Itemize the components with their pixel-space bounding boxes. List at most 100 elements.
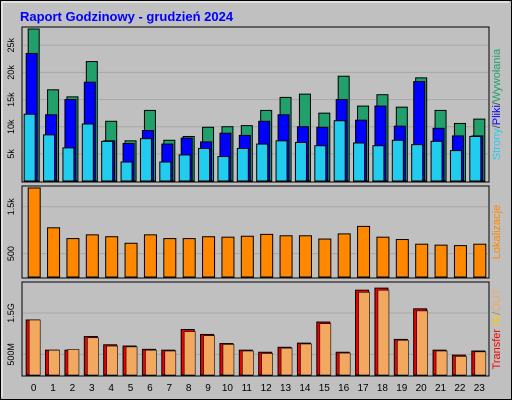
x-axis-labels: 0 1 2 3 4 5 6 7 8 9 10 11 12 13 14 15 16 17 18 19 20 21 22 23 xyxy=(31,383,485,394)
panel-transfer-ytick-label: 1.5G xyxy=(6,303,16,323)
bar-transfer-out xyxy=(242,350,254,376)
bar-lokalizacje xyxy=(318,238,332,278)
bar-transfer-out xyxy=(48,349,60,376)
x-tick-label: 10 xyxy=(222,383,234,394)
bar-transfer-out xyxy=(280,347,293,376)
panel-sites: 500 1.5k Lokalizacje xyxy=(6,185,503,279)
x-tick-label: 1 xyxy=(50,383,56,394)
x-tick-label: 20 xyxy=(416,383,428,394)
bar-transfer-out xyxy=(474,351,487,376)
bar-strony xyxy=(217,156,230,182)
x-tick-label: 15 xyxy=(319,383,331,394)
bar-transfer-out xyxy=(87,337,99,376)
bar-lokalizacje xyxy=(240,235,254,278)
x-tick-label: 18 xyxy=(377,383,389,394)
bar-strony xyxy=(23,113,36,182)
x-tick-label: 17 xyxy=(358,383,370,394)
bar-transfer-out xyxy=(261,353,273,376)
x-tick-label: 21 xyxy=(435,383,447,394)
x-tick-label: 5 xyxy=(128,383,134,394)
bar-lokalizacje xyxy=(337,233,351,278)
bar-lokalizacje xyxy=(202,236,216,278)
bar-strony xyxy=(81,123,94,182)
bar-lokalizacje xyxy=(163,238,177,278)
bar-lokalizacje xyxy=(279,235,293,278)
bar-strony xyxy=(314,145,327,182)
x-tick-label: 11 xyxy=(242,383,253,394)
x-tick-label: 22 xyxy=(454,383,466,394)
bar-lokalizacje xyxy=(415,243,429,278)
bar-lokalizacje xyxy=(182,238,196,278)
x-tick-label: 13 xyxy=(280,383,292,394)
bar-strony xyxy=(139,138,152,182)
bar-transfer-out xyxy=(319,323,332,376)
bar-transfer-out xyxy=(125,346,138,376)
bar-strony xyxy=(178,154,191,182)
bar-strony xyxy=(256,143,269,182)
bar-transfer-out xyxy=(416,310,428,376)
bar-strony xyxy=(275,140,288,182)
x-tick-label: 9 xyxy=(205,383,211,394)
panel-hits-ytick-label: 5k xyxy=(6,149,16,159)
panel-hits-ytick-label: 20k xyxy=(6,65,16,80)
legend-entry: Strony xyxy=(491,128,503,160)
legend-entry: / xyxy=(491,311,503,315)
x-tick-label: 4 xyxy=(108,383,114,394)
bar-strony xyxy=(372,145,385,182)
bar-lokalizacje xyxy=(221,236,235,278)
x-tick-label: 6 xyxy=(147,383,153,394)
legend-entry: Pliki xyxy=(491,105,503,125)
bar-strony xyxy=(391,139,404,182)
panel-hits-ytick-label: 25k xyxy=(6,38,16,53)
bar-transfer-out xyxy=(397,339,409,376)
bar-strony xyxy=(101,140,114,182)
panel-hits-border xyxy=(21,26,490,183)
panel-sites-ytick-label: 1.5k xyxy=(6,198,16,216)
bar-lokalizacje xyxy=(473,243,487,278)
legend-entry: Wywołania xyxy=(491,48,503,102)
x-tick-label: 8 xyxy=(186,383,192,394)
bar-lokalizacje xyxy=(260,233,274,278)
x-tick-label: 2 xyxy=(70,383,76,394)
panel-hits-legend: Strony/Pliki/Wywołania xyxy=(491,48,503,160)
x-tick-label: 19 xyxy=(396,383,408,394)
bar-lokalizacje xyxy=(434,244,448,278)
bar-lokalizacje xyxy=(298,235,312,278)
bar-strony xyxy=(198,147,211,182)
bar-transfer-out xyxy=(222,344,235,376)
bar-lokalizacje xyxy=(85,234,99,278)
chart-title: Raport Godzinowy - grudzień 2024 xyxy=(20,9,234,24)
bar-strony xyxy=(43,134,56,182)
bar-strony xyxy=(353,142,366,182)
x-tick-label: 7 xyxy=(167,383,173,394)
bar-transfer-out xyxy=(164,350,177,376)
bar-lokalizacje xyxy=(357,225,371,278)
legend-entry: OUT xyxy=(491,288,503,312)
x-tick-label: 3 xyxy=(89,383,95,394)
legend-entry: Transfer xyxy=(491,329,503,370)
bar-transfer-out xyxy=(106,345,118,376)
bar-strony xyxy=(159,161,172,182)
panel-hits-ytick-label: 15k xyxy=(6,92,16,107)
bar-transfer-out xyxy=(435,350,448,376)
bar-lokalizacje xyxy=(47,227,61,278)
panel-hits-ytick-label: 10k xyxy=(6,119,16,134)
x-tick-label: 16 xyxy=(338,383,350,394)
bar-transfer-out xyxy=(145,349,157,376)
chart-panels: 5k10k15k20k25kStrony/Pliki/Wywołania5001… xyxy=(6,26,503,377)
bar-strony xyxy=(120,161,133,182)
bar-lokalizacje xyxy=(143,234,157,278)
bar-transfer-out xyxy=(183,331,196,376)
bar-strony xyxy=(469,135,482,182)
bar-lokalizacje xyxy=(105,236,119,278)
bar-strony xyxy=(430,140,443,182)
bar-transfer-out xyxy=(300,343,312,376)
x-tick-label: 12 xyxy=(261,383,273,394)
bar-lokalizacje xyxy=(124,242,138,278)
panel-transfer-legend: Transfer IN/OUT xyxy=(491,288,503,369)
bar-transfer-out xyxy=(377,289,390,376)
x-tick-label: 0 xyxy=(31,383,37,394)
legend-entry: / xyxy=(491,124,503,128)
panel-transfer-border xyxy=(21,281,490,377)
panel-transfer: 500M 1.5G Transfer IN/OUT xyxy=(6,281,503,377)
